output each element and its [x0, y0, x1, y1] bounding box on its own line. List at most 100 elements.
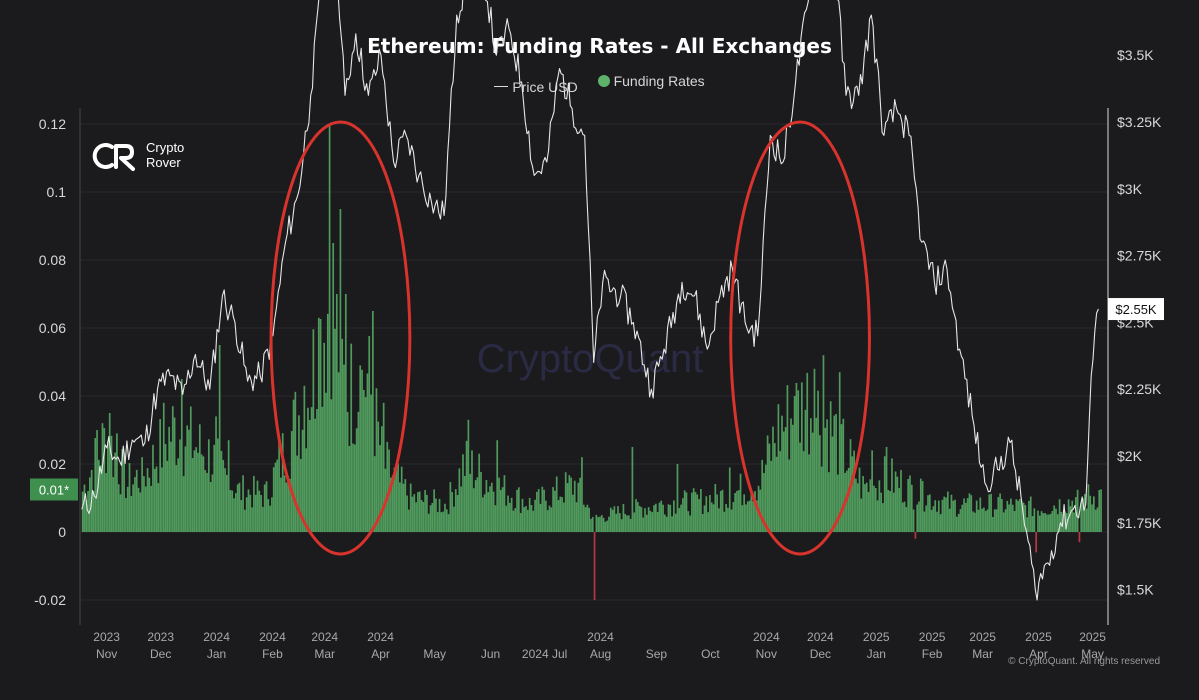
funding-bar [791, 424, 794, 532]
x-tick-month: Mar [972, 647, 993, 661]
funding-bar [891, 458, 893, 532]
funding-bar [408, 509, 410, 532]
funding-bar [782, 431, 785, 532]
funding-bar [615, 513, 618, 532]
funding-bar [775, 456, 778, 532]
funding-bar [736, 490, 738, 532]
funding-bar [353, 444, 356, 532]
x-tick-month: May [423, 647, 446, 661]
funding-bar [842, 418, 845, 532]
funding-bar [139, 492, 142, 532]
funding-bar [191, 458, 194, 532]
funding-bar [344, 294, 347, 532]
funding-bar [1078, 532, 1081, 543]
funding-bar [617, 506, 619, 532]
x-tick-month: Sep [646, 647, 668, 661]
funding-bar [997, 497, 1000, 532]
funding-bar [348, 446, 351, 532]
highlight-ellipses [269, 120, 871, 556]
funding-bar [512, 510, 515, 532]
funding-bar [231, 490, 234, 532]
funding-bar [1004, 509, 1007, 532]
funding-bar [586, 504, 589, 532]
funding-bar [564, 472, 567, 532]
funding-bar [624, 513, 627, 532]
funding-bar [930, 509, 933, 532]
funding-bar [525, 506, 527, 532]
x-tick-year: 2024 [807, 630, 834, 644]
funding-bar [590, 518, 592, 532]
x-tick-year: 2025 [863, 630, 890, 644]
funding-bar [961, 504, 964, 532]
brand-name-line2: Rover [146, 155, 181, 170]
funding-bar [1080, 501, 1083, 532]
funding-bar [188, 429, 190, 532]
x-tick-month: Feb [922, 647, 943, 661]
funding-bar [835, 414, 837, 532]
legend-item-price[interactable]: Price USD [494, 78, 578, 95]
funding-bar [833, 415, 836, 532]
funding-bar [485, 480, 488, 532]
funding-bar [272, 467, 275, 532]
current-funding-label: 0.01* [39, 483, 69, 498]
funding-bar [739, 473, 742, 532]
funding-bar [481, 497, 484, 532]
funding-bar [489, 486, 491, 532]
funding-bar [784, 427, 787, 532]
funding-bar [247, 489, 250, 532]
funding-bar [611, 509, 614, 532]
funding-bar [561, 497, 563, 532]
funding-bar [683, 490, 686, 532]
funding-bar [642, 517, 645, 532]
funding-bar [647, 507, 650, 532]
funding-bar [278, 441, 280, 532]
funding-bar [213, 444, 216, 532]
funding-bar [530, 504, 533, 532]
funding-bar [972, 511, 974, 532]
funding-bar [993, 509, 996, 532]
funding-bar [110, 435, 113, 532]
funding-bar [494, 505, 497, 532]
funding-bar [764, 464, 767, 532]
funding-bar [694, 492, 697, 532]
funding-bar [912, 509, 915, 532]
funding-bar [748, 500, 751, 532]
funding-bar [714, 484, 717, 532]
funding-bar [727, 507, 729, 532]
funding-bar [528, 497, 531, 532]
right-tick-label: $2.25K [1117, 381, 1162, 397]
funding-bar [107, 440, 109, 532]
funding-bar [918, 501, 920, 532]
funding-bar [245, 497, 248, 532]
funding-bar [200, 454, 203, 532]
funding-bar [618, 513, 621, 532]
funding-bar [700, 489, 702, 532]
x-axis-ticks: 2023 Nov 2023 Dec 2024 Jan 2024 Feb 2024 Mar 2024 A… [93, 630, 1106, 661]
funding-bar [838, 372, 841, 532]
legend-item-funding[interactable]: Funding Rates [597, 73, 705, 89]
x-tick-month: Apr [1029, 647, 1048, 661]
funding-bar [932, 506, 935, 532]
funding-bar [157, 483, 160, 532]
funding-bar [573, 480, 576, 532]
funding-bar [773, 443, 776, 532]
funding-bar [1047, 514, 1050, 532]
funding-bar [236, 484, 239, 532]
funding-bar [424, 489, 426, 532]
funding-bar [588, 507, 590, 532]
funding-bar [472, 488, 475, 532]
funding-bar [150, 485, 152, 532]
funding-bar [128, 463, 131, 532]
funding-bar [229, 490, 232, 532]
x-tick-year: 2025 [1025, 630, 1052, 644]
funding-bar [173, 417, 176, 532]
funding-bar [622, 504, 625, 532]
funding-bar [671, 516, 673, 532]
funding-bar [310, 407, 313, 532]
funding-bar [1040, 511, 1043, 532]
funding-bar [654, 503, 657, 532]
funding-bar [847, 467, 850, 532]
legend-label-price: Price USD [512, 78, 578, 95]
gridlines [80, 123, 1108, 601]
